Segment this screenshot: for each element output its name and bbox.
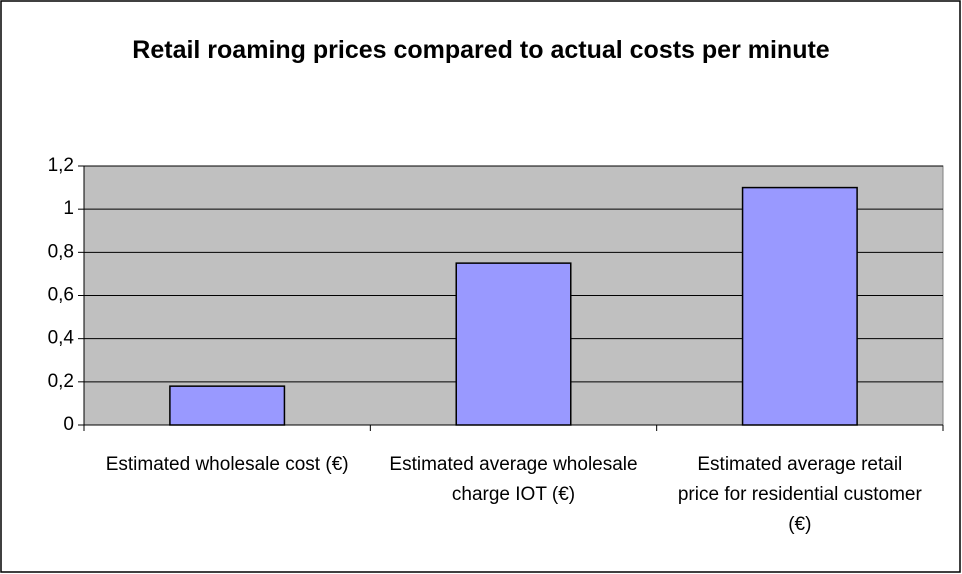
x-tick-label: Estimated average wholesale charge IOT (…	[389, 454, 638, 505]
x-tick-label: Estimated average retail price for resid…	[677, 454, 922, 535]
bar	[169, 385, 286, 426]
y-tick-label: 0,2	[48, 371, 74, 392]
y-tick-label: 1	[63, 198, 74, 219]
y-tick-label: 1,2	[48, 155, 74, 176]
x-tick-label: Estimated wholesale cost (€)	[105, 454, 349, 475]
y-tick-label: 0,4	[48, 328, 75, 349]
y-tick-label: 0	[63, 414, 74, 435]
chart-title: Retail roaming prices compared to actual…	[132, 36, 830, 64]
y-tick-label: 0,6	[48, 285, 74, 306]
y-tick-label: 0,8	[48, 241, 74, 262]
bar	[455, 262, 572, 426]
bar	[741, 186, 858, 426]
